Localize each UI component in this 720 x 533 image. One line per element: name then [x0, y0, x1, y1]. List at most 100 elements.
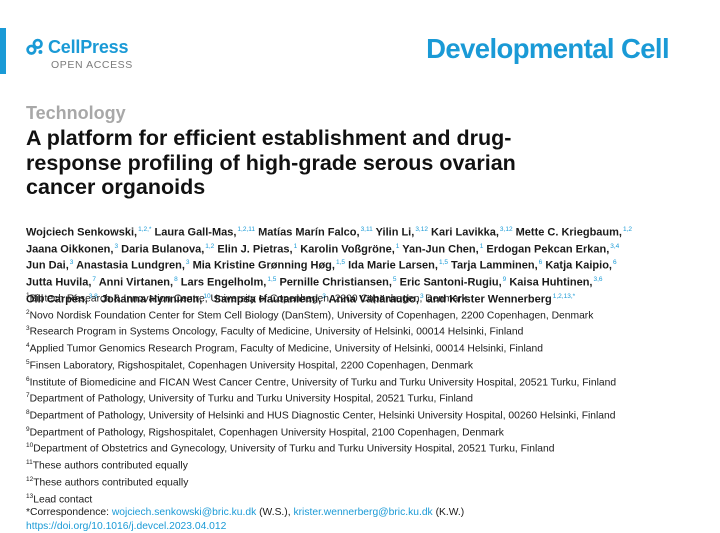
- author-list: Wojciech Senkowski,1,2,* Laura Gall-Mas,…: [26, 223, 706, 306]
- author-affiliation-marker: 3: [69, 259, 74, 267]
- affiliation-text: Department of Pathology, University of T…: [29, 393, 473, 405]
- author-affiliation-marker: 1,2,*: [138, 226, 152, 233]
- author-affiliation-marker: 10: [203, 292, 211, 300]
- author-name: Jaana Oikkonen,: [26, 243, 114, 256]
- author-name: Yilin Li,: [375, 226, 415, 239]
- author-name: Ida Marie Larsen,: [348, 259, 438, 272]
- journal-title[interactable]: Developmental Cell: [426, 33, 669, 64]
- affiliation-item: 11These authors contributed equally: [26, 456, 706, 473]
- author-affiliation-marker: 1: [395, 242, 400, 250]
- author-line: Wojciech Senkowski,1,2,* Laura Gall-Mas,…: [26, 223, 706, 240]
- accent-bar: [0, 28, 6, 74]
- affiliation-number: 6: [26, 375, 30, 383]
- author-name: Anna Vähärautio,: [328, 293, 419, 306]
- affiliation-number: 11: [26, 459, 33, 467]
- author-line: Jun Dai,3 Anastasia Lundgren,3 Mia Krist…: [26, 256, 706, 273]
- correspondence-initials: (K.W.): [435, 507, 465, 519]
- author-name: Lars Engelholm,: [180, 276, 267, 289]
- author-line: Jutta Huvila,7 Anni Virtanen,8 Lars Enge…: [26, 273, 706, 290]
- author-name: Anni Virtanen,: [98, 276, 174, 289]
- affiliation-item: 2Novo Nordisk Foundation Center for Stem…: [26, 306, 706, 323]
- author-affiliation-marker: 1,2: [622, 226, 633, 233]
- author-affiliation-marker: 7: [92, 275, 97, 283]
- author-line: Jaana Oikkonen,3 Daria Bulanova,1,2 Elin…: [26, 240, 706, 257]
- affiliation-number: 8: [26, 409, 30, 417]
- author-affiliation-marker: 8: [174, 275, 178, 283]
- author-affiliation-marker: 1,2: [205, 242, 215, 250]
- author-affiliation-marker: 9: [502, 275, 507, 283]
- author-name: Katja Kaipio,: [545, 259, 612, 272]
- author-name: and Krister Wennerberg: [426, 293, 552, 306]
- affiliation-text: These authors contributed equally: [33, 477, 189, 489]
- author-name: Olli Carpén,: [26, 293, 88, 306]
- affiliation-number: 12: [26, 475, 34, 483]
- author-affiliation-marker: 1: [479, 242, 484, 250]
- author-affiliation-marker: 3,4: [610, 242, 620, 250]
- email-link-wennerberg[interactable]: krister.wennerberg@bric.ku.dk: [293, 507, 433, 519]
- affiliation-item: 10Department of Obstetrics and Gynecolog…: [26, 439, 706, 456]
- author-affiliation-marker: 1,2,13,*: [552, 292, 576, 300]
- affiliation-text: Department of Pathology, Rigshospitalet,…: [29, 427, 504, 439]
- affiliation-number: 5: [26, 358, 30, 366]
- affiliation-text: Department of Obstetrics and Gynecology,…: [33, 443, 555, 455]
- author-affiliation-marker: 3: [114, 242, 119, 250]
- affiliation-number: 1: [26, 292, 30, 299]
- affiliation-number: 13: [26, 492, 34, 500]
- author-name: Anastasia Lundgren,: [76, 259, 185, 272]
- affiliation-text: Applied Tumor Genomics Research Program,…: [29, 343, 543, 355]
- author-name: Pernille Christiansen,: [279, 276, 392, 289]
- article-title: A platform for efficient establishment a…: [26, 126, 516, 199]
- author-name: Johanna Hynninen,: [100, 293, 203, 306]
- affiliations: 1Biotech Research & Innovation Centre, U…: [26, 289, 706, 533]
- author-name: Kaisa Huhtinen,: [509, 276, 593, 289]
- affiliation-text: These authors contributed equally: [32, 460, 188, 472]
- affiliation-text: Department of Pathology, University of H…: [29, 410, 616, 422]
- author-name: Erdogan Pekcan Erkan,: [486, 243, 610, 256]
- doi-link[interactable]: https://doi.org/10.1016/j.devcel.2023.04…: [26, 520, 227, 532]
- author-affiliation-marker: 1,2,11: [237, 226, 256, 233]
- author-affiliation-marker: 1,5: [438, 259, 448, 267]
- author-name: Wojciech Senkowski,: [26, 226, 138, 239]
- author-name: Yan-Jun Chen,: [402, 243, 479, 256]
- author-name: Daria Bulanova,: [121, 243, 205, 256]
- author-affiliation-marker: 3,12: [499, 226, 513, 233]
- author-name: Laura Gall-Mas,: [154, 226, 237, 239]
- author-affiliation-marker: 3: [185, 259, 190, 267]
- affiliation-number: 2: [26, 308, 30, 316]
- author-affiliation-marker: 1,5: [335, 259, 345, 267]
- affiliation-number: 4: [26, 342, 30, 350]
- affiliation-item: 5Finsen Laboratory, Rigshospitalet, Cope…: [26, 356, 706, 373]
- author-affiliation-marker: 5: [392, 275, 397, 283]
- affiliation-number: 3: [26, 325, 30, 333]
- author-affiliation-marker: 3,12: [415, 226, 428, 233]
- affiliation-text: Finsen Laboratory, Rigshospitalet, Copen…: [29, 360, 474, 372]
- author-affiliation-marker: 3,8: [88, 292, 98, 300]
- author-name: Matías Marín Falco,: [258, 226, 360, 239]
- author-affiliation-marker: 1: [293, 242, 298, 250]
- affiliation-item: 6Institute of Biomedicine and FICAN West…: [26, 373, 706, 390]
- author-name: Jun Dai,: [26, 259, 69, 272]
- affiliation-item: 4Applied Tumor Genomics Research Program…: [26, 339, 706, 356]
- open-access-label: OPEN ACCESS: [51, 59, 133, 71]
- author-affiliation-marker: 3,11: [360, 226, 373, 233]
- affiliation-item: 9Department of Pathology, Rigshospitalet…: [26, 423, 706, 440]
- email-link-senkowski[interactable]: wojciech.senkowski@bric.ku.dk: [111, 507, 257, 519]
- author-name: Tarja Lamminen,: [451, 259, 538, 272]
- affiliation-number: 9: [26, 425, 30, 433]
- affiliation-text: Institute of Biomedicine and FICAN West …: [29, 377, 617, 389]
- affiliation-number: 7: [26, 392, 30, 400]
- author-affiliation-marker: 3: [322, 292, 326, 300]
- correspondence-label: *Correspondence:: [26, 507, 109, 519]
- correspondence: *Correspondence: wojciech.senkowski@bric…: [26, 506, 706, 519]
- author-name: Mia Kristine Grønning Høg,: [192, 259, 335, 272]
- author-affiliation-marker: 6: [612, 259, 617, 267]
- correspondence-initials: (W.S.),: [259, 507, 291, 519]
- author-name: Eric Santoni-Rugiu,: [399, 276, 502, 289]
- author-affiliation-marker: 3: [419, 292, 424, 300]
- affiliation-item: 7Department of Pathology, University of …: [26, 389, 706, 406]
- affiliation-text: Research Program in Systems Oncology, Fa…: [29, 326, 524, 338]
- cellpress-logo-icon: [26, 38, 43, 55]
- author-line: Olli Carpén,3,8 Johanna Hynninen,10 Samp…: [26, 290, 706, 307]
- cellpress-logo[interactable]: CellPress OPEN ACCESS: [26, 38, 133, 71]
- author-affiliation-marker: 1,5: [267, 275, 277, 283]
